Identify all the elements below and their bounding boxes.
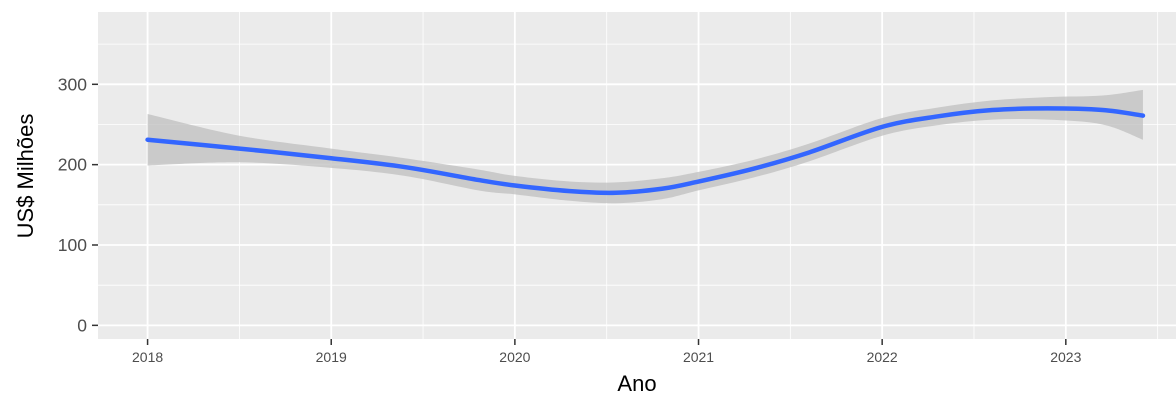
x-axis: 2018 2019 2020 2021 2022 2023 — [132, 339, 1082, 365]
y-axis: 0 100 200 300 — [58, 74, 98, 335]
x-tick-label: 2018 — [132, 349, 163, 365]
x-tick-label: 2022 — [867, 349, 898, 365]
y-tick-label: 300 — [58, 74, 87, 94]
minor-gridlines — [98, 12, 1176, 339]
series-lines-group — [145, 106, 1146, 196]
y-tick-label: 100 — [58, 235, 87, 255]
y-tick-label: 0 — [77, 315, 87, 335]
x-axis-title: Ano — [617, 371, 656, 396]
confidence-band — [147, 89, 1143, 204]
x-tick-label: 2023 — [1050, 349, 1081, 365]
confidence-band-group — [147, 89, 1143, 204]
y-tick-label: 200 — [58, 155, 87, 175]
series-line — [145, 106, 1146, 196]
y-axis-title: US$ Milhões — [13, 114, 38, 239]
x-tick-label: 2020 — [499, 349, 530, 365]
x-tick-label: 2019 — [316, 349, 347, 365]
x-tick-label: 2021 — [683, 349, 714, 365]
panel-background — [98, 12, 1176, 339]
